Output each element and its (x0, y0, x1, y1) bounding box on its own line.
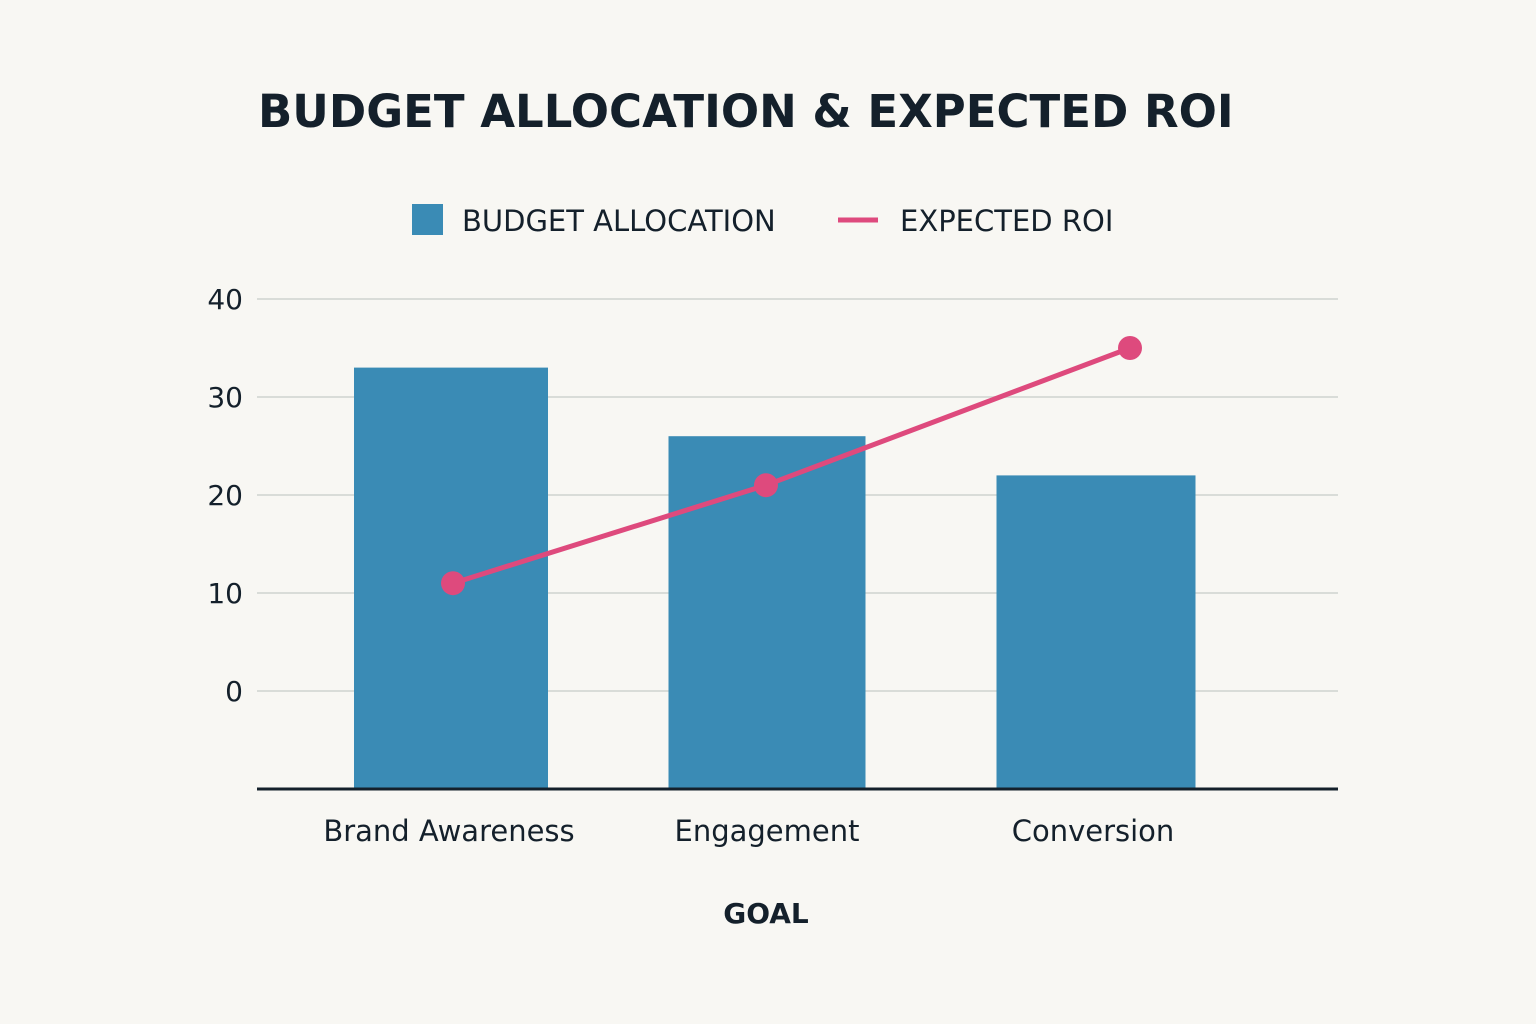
x-category-label: Conversion (1012, 814, 1175, 848)
y-tick-label: 10 (207, 577, 243, 610)
legend-label-expected-roi: EXPECTED ROI (900, 204, 1113, 238)
roi-line-series (441, 336, 1142, 596)
x-category-label: Engagement (675, 814, 860, 848)
x-axis-categories: Brand Awareness Engagement Conversion (323, 814, 1174, 848)
roi-point (441, 571, 465, 596)
bar (996, 475, 1196, 789)
y-tick-label: 40 (207, 283, 243, 316)
y-tick-label: 20 (207, 479, 243, 512)
roi-point (1118, 336, 1142, 360)
roi-point (754, 473, 778, 498)
legend: BUDGET ALLOCATION EXPECTED ROI (412, 204, 1113, 238)
y-axis-ticks: 40 30 20 10 0 (207, 283, 243, 708)
legend-label-budget-allocation: BUDGET ALLOCATION (462, 204, 776, 238)
x-category-label: Brand Awareness (323, 814, 574, 848)
bars (354, 367, 1196, 789)
y-tick-label: 0 (225, 675, 243, 708)
legend-swatch-budget-allocation (412, 204, 443, 235)
x-axis-title: GOAL (723, 897, 809, 930)
y-tick-label: 30 (207, 381, 243, 414)
chart-title: BUDGET ALLOCATION & EXPECTED ROI (258, 85, 1234, 138)
